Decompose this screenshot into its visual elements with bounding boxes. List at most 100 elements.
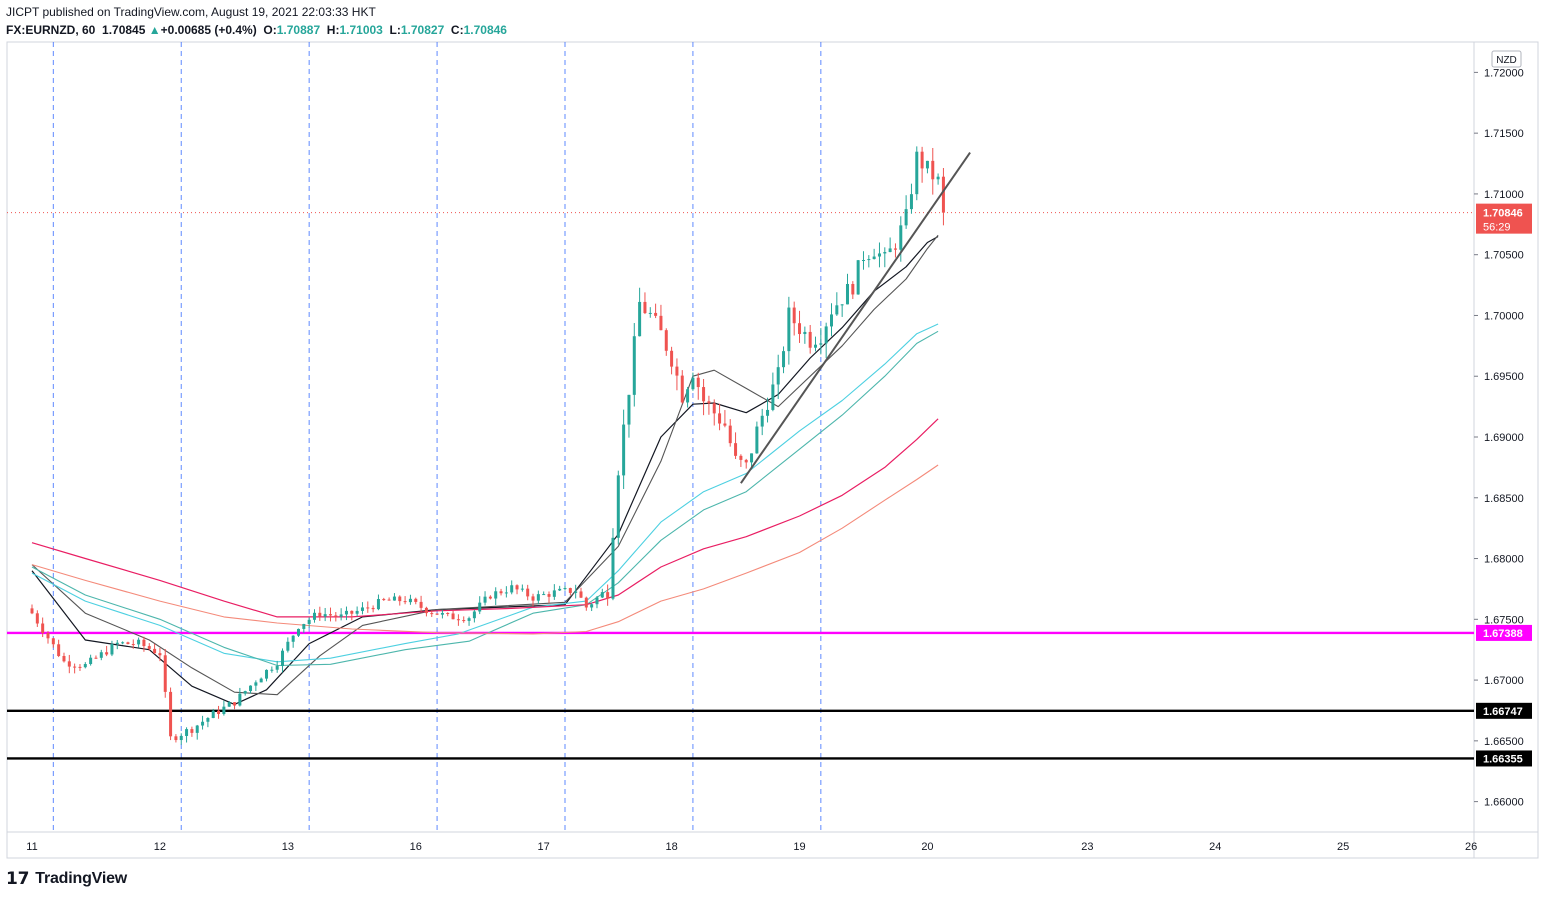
candle-up: [936, 176, 940, 180]
candle-down: [78, 666, 82, 668]
last-price: 1.70845: [102, 23, 146, 37]
countdown-label: 56:29: [1483, 222, 1511, 234]
candle-up: [472, 611, 476, 619]
candle-down: [718, 413, 722, 424]
candle-down: [675, 366, 679, 376]
publisher-line: JICPT published on TradingView.com, Augu…: [6, 5, 376, 19]
candle-up: [408, 598, 412, 603]
candle-up: [776, 367, 780, 385]
time-tick-label: 18: [665, 841, 677, 853]
open-value: 1.70887: [276, 23, 321, 37]
candle-up: [552, 590, 556, 597]
candle-up: [344, 610, 348, 615]
candle-up: [510, 585, 514, 593]
candle-up: [355, 610, 359, 614]
level-tag: [1476, 702, 1532, 719]
currency-box: [1491, 50, 1522, 68]
candle-up: [483, 596, 487, 603]
candle-up: [835, 305, 839, 315]
time-tick-label: 24: [1209, 841, 1221, 853]
candle-down: [584, 597, 588, 608]
candle-up: [195, 725, 199, 733]
candle-up: [819, 343, 823, 345]
candle-up: [622, 424, 626, 476]
candle-down: [893, 248, 897, 250]
level-tag-label: 1.66747: [1483, 706, 1523, 718]
moving-average-line: [31, 418, 939, 618]
chart-border: [6, 41, 1539, 859]
candle-down: [920, 151, 924, 169]
candle-up: [590, 604, 594, 608]
candle-down: [579, 591, 583, 598]
candle-down: [217, 710, 221, 715]
candle-up: [291, 635, 295, 642]
candle-down: [568, 588, 572, 593]
moving-average-line: [31, 330, 939, 667]
candle-up: [504, 592, 508, 594]
tradingview-logo-icon: 17: [6, 869, 30, 889]
candle-up: [925, 160, 929, 169]
candle-down: [526, 588, 530, 597]
tradingview-logo[interactable]: 17 TradingView: [6, 869, 127, 889]
low-value: 1.70827: [400, 23, 445, 37]
candle-up: [222, 706, 226, 715]
candle-up: [99, 652, 103, 658]
horizontal-levels: [7, 212, 1474, 760]
candle-up: [302, 624, 306, 629]
candle-up: [611, 537, 615, 599]
candle-down: [105, 652, 109, 655]
time-tick-label: 26: [1465, 841, 1477, 853]
moving-average-line: [31, 235, 939, 705]
candle-down: [366, 607, 370, 609]
candle-down: [371, 607, 375, 610]
candle-up: [787, 307, 791, 352]
candle-up: [440, 612, 444, 615]
candle-up: [803, 331, 807, 335]
candle-down: [643, 301, 647, 314]
candle-up: [542, 594, 546, 596]
candle-down: [531, 596, 535, 601]
candle-up: [600, 592, 604, 598]
candle-up: [83, 664, 87, 668]
price-tick-label: 1.68500: [1484, 493, 1524, 505]
candle-down: [712, 403, 716, 414]
candle-up: [281, 650, 285, 667]
candles: [30, 146, 945, 745]
publisher-text: JICPT published on TradingView.com, Augu…: [6, 5, 376, 19]
candle-up: [297, 628, 300, 636]
candle-down: [67, 661, 71, 667]
candle-down: [147, 646, 151, 649]
candle-down: [808, 331, 812, 348]
change-up-icon: ▲: [148, 23, 161, 37]
candle-up: [115, 642, 119, 644]
candle-down: [707, 401, 711, 404]
candle-up: [861, 260, 865, 262]
candle-down: [163, 655, 167, 692]
price-change: +0.00685 (+0.4%): [160, 23, 257, 37]
candle-up: [286, 641, 290, 651]
currency-label: NZD: [1496, 55, 1517, 66]
candle-up: [909, 194, 913, 210]
candle-up: [254, 682, 258, 686]
candle-up: [574, 591, 578, 593]
candle-up: [558, 588, 562, 591]
price-tick-label: 1.69000: [1484, 432, 1524, 444]
candle-down: [654, 312, 658, 316]
candle-up: [265, 669, 269, 679]
candle-down: [488, 596, 492, 599]
candle-down: [190, 729, 194, 733]
candle-down: [739, 455, 743, 460]
candle-down: [792, 307, 796, 324]
candle-down: [702, 387, 706, 402]
candle-down: [126, 642, 130, 645]
candle-down: [499, 591, 503, 594]
candle-up: [227, 702, 231, 707]
candle-down: [62, 655, 66, 662]
time-tick-label: 25: [1337, 841, 1349, 853]
symbol-name[interactable]: FX:EURNZD, 60: [6, 23, 96, 37]
candle-up: [638, 301, 642, 337]
time-tick-label: 16: [410, 841, 422, 853]
candle-down: [435, 613, 439, 615]
price-tick-label: 1.71000: [1484, 189, 1524, 201]
